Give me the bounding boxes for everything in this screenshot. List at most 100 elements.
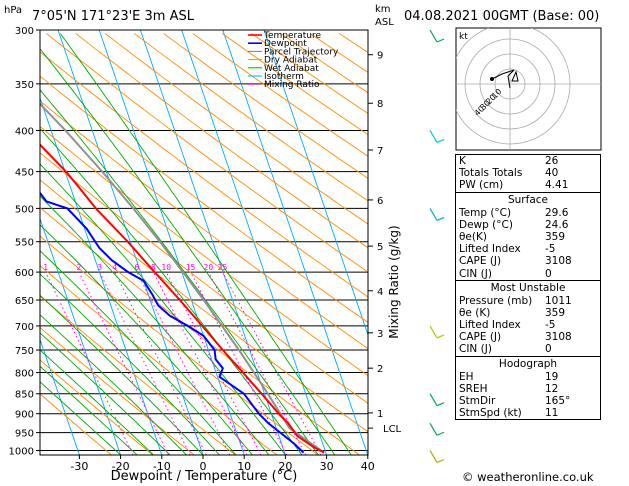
legend-label: Dewpoint: [264, 39, 307, 49]
row-label: StmSpd (kt): [459, 407, 522, 420]
dry-adiabat-line: [104, 33, 368, 225]
pressure-tick-label: 650: [15, 296, 34, 307]
wet-adiabat-line: [40, 381, 121, 455]
dry-adiabat-line: [40, 393, 112, 455]
mixing-ratio-axis-label: Mixing Ratio (g/kg): [387, 225, 401, 338]
mixing-ratio-label: 6: [135, 263, 140, 272]
mixing-ratio-label: 4: [112, 263, 117, 272]
wet-adiabat-line: [40, 48, 336, 455]
datetime-title: 04.08.2021 00GMT (Base: 00): [404, 9, 599, 24]
row-value: 11: [545, 407, 559, 420]
x-axis-label: Dewpoint / Temperature (°C): [111, 469, 298, 484]
row-value: 4.41: [545, 179, 569, 192]
row-label: Totals Totals: [459, 167, 523, 180]
wet-adiabat-line: [40, 349, 154, 455]
row-label: EH: [459, 370, 474, 383]
mixing-ratio-line: [45, 271, 134, 455]
pressure-tick-label: 600: [15, 268, 34, 279]
dry-adiabat-line: [40, 265, 278, 455]
storm-motion-marker: [511, 70, 519, 82]
mixing-ratio-label: 10: [161, 263, 171, 272]
wet-adiabat-line: [40, 294, 204, 455]
dry-adiabat-line: [40, 152, 368, 404]
dry-adiabat-line: [40, 235, 319, 455]
row-value: -5: [545, 319, 556, 332]
table-row: Lifted Index -5: [456, 243, 600, 255]
table-row: Dewp (°C) 24.6: [456, 219, 600, 231]
wind-barb-flag: [436, 402, 445, 407]
indices-panel: K 26 Totals Totals 40 PW (cm) 4.41 Surface Te…: [455, 154, 601, 421]
dry-adiabat-line: [134, 33, 368, 202]
most-unstable-box: Most Unstable Pressure (mb) 1011 θe (K) 359…: [455, 280, 601, 357]
plot-frame: [39, 29, 369, 456]
isotherm-line: [40, 96, 163, 455]
dry-adiabat-line: [40, 75, 368, 324]
row-label: CIN (J): [459, 343, 492, 356]
x-tick-label: 10: [237, 460, 251, 473]
row-value: 1011: [545, 294, 572, 307]
row-value: 29.6: [545, 206, 569, 219]
row-label: SREH: [459, 382, 488, 395]
asl-label: ASL: [375, 17, 394, 28]
pressure-tick-label: 300: [15, 26, 34, 37]
wind-barb: [429, 130, 438, 143]
dry-adiabat-line: [40, 206, 360, 455]
table-row: CIN (J) 0: [456, 343, 600, 355]
km-tick-label: 7: [377, 146, 383, 157]
wet-adiabat-line: [40, 127, 303, 455]
dry-adiabat-line: [75, 33, 368, 249]
row-label: PW (cm): [459, 179, 504, 192]
dry-adiabat-line: [40, 295, 236, 455]
dry-adiabat-line: [40, 359, 154, 455]
wind-barb: [429, 393, 438, 407]
km-tick-label: 4: [377, 287, 383, 298]
row-value: 3108: [545, 331, 572, 344]
pressure-tick-label: 800: [15, 369, 34, 380]
legend-label: Wet Adiabat: [264, 64, 319, 74]
hodograph-table-box: Hodograph EH 19 SREH 12 StmDir 165° StmSpd (kt…: [455, 356, 601, 421]
isotherm-line: [98, 30, 245, 455]
wind-barb-flag: [436, 138, 445, 144]
row-label: Dewp (°C): [459, 218, 513, 231]
table-row: Lifted Index -5: [456, 319, 600, 331]
table-row: SREH 12: [456, 383, 600, 395]
km-tick-label: 2: [377, 364, 383, 375]
surface-title: Surface: [507, 193, 548, 206]
km-tick-label: 3: [377, 329, 383, 340]
km-tick-label: 1: [377, 409, 383, 420]
wet-adiabat-line: [40, 314, 187, 455]
mixing-ratio-line: [152, 271, 248, 455]
row-label: CIN (J): [459, 267, 492, 280]
legend-label: Dry Adiabat: [264, 56, 318, 66]
row-label: θe(K): [459, 230, 487, 243]
row-label: CAPE (J): [459, 331, 502, 344]
table-row: StmDir 165°: [456, 395, 600, 407]
wind-barb-flag: [436, 216, 445, 221]
wet-adiabat-line: [40, 224, 253, 455]
x-tick-label: 20: [278, 460, 292, 473]
row-value: 165°: [545, 395, 571, 407]
km-label: km: [375, 4, 391, 15]
mixing-ratio-label: 15: [186, 263, 196, 272]
table-row: Temp (°C) 29.6: [456, 207, 600, 219]
dry-adiabat-line: [40, 100, 368, 350]
wind-barb: [429, 450, 438, 463]
grid-lines: [40, 30, 368, 455]
pressure-tick-label: 750: [15, 346, 34, 357]
row-label: CAPE (J): [459, 255, 502, 268]
mixing-ratio-label: 3: [97, 263, 102, 272]
dry-adiabat-line: [40, 51, 368, 298]
row-value: -5: [545, 243, 556, 256]
row-value: 359: [545, 230, 566, 243]
pressure-tick-label: 900: [15, 410, 34, 421]
hodograph-trace: [491, 69, 515, 89]
table-row: CAPE (J) 3108: [456, 331, 600, 343]
dry-adiabat-line: [40, 326, 195, 455]
row-label: Pressure (mb): [459, 294, 533, 307]
legend-label: Mixing Ratio: [264, 80, 320, 90]
km-tick-label: 9: [377, 51, 383, 62]
parcel-trajectory-line: [40, 102, 325, 454]
mixing-ratio-label: 1: [43, 263, 48, 272]
wet-adiabat-line: [40, 365, 138, 455]
